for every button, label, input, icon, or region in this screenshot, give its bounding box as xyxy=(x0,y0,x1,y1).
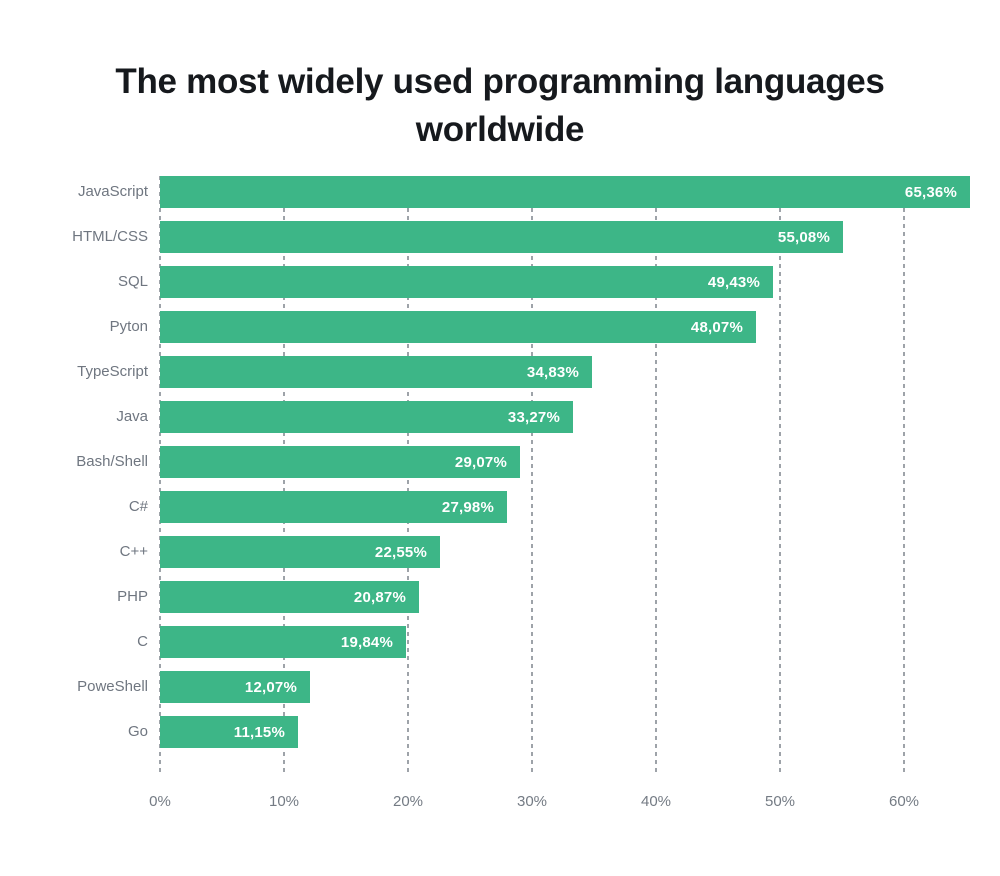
category-label: C xyxy=(137,633,148,650)
chart-title: The most widely used programming languag… xyxy=(115,62,885,149)
category-label: Go xyxy=(127,723,148,740)
category-label: TypeScript xyxy=(77,363,148,380)
bar-value-label: 19,84% xyxy=(340,633,393,651)
x-axis-tick-label: 50% xyxy=(764,793,796,810)
category-label: Java xyxy=(116,408,148,425)
category-label: C++ xyxy=(119,543,148,560)
category-label: Bash/Shell xyxy=(76,453,148,470)
category-label: JavaScript xyxy=(77,183,148,200)
category-label: PHP xyxy=(117,588,148,605)
bar-row: SQL 49,43% xyxy=(0,266,1000,298)
x-gridline xyxy=(655,176,657,775)
bar: 65,36% xyxy=(160,176,970,208)
x-gridline xyxy=(779,176,781,775)
x-axis-tick-label: 60% xyxy=(888,793,920,810)
x-axis-tick-label: 40% xyxy=(640,793,672,810)
x-axis-tick-label: 20% xyxy=(392,793,424,810)
bar: 12,07% xyxy=(160,671,310,703)
bar-row: JavaScript 65,36% xyxy=(0,176,1000,208)
bar: 29,07% xyxy=(160,446,520,478)
category-label: C# xyxy=(128,498,148,515)
bar-value-label: 49,43% xyxy=(707,273,760,291)
bar-value-label: 55,08% xyxy=(777,228,830,246)
bar: 11,15% xyxy=(160,716,298,748)
x-axis-tick-label: 30% xyxy=(516,793,548,810)
bar-row: Pyton 48,07% xyxy=(0,311,1000,343)
bar: 27,98% xyxy=(160,491,507,523)
bar: 19,84% xyxy=(160,626,406,658)
bar-row: PoweShell 12,07% xyxy=(0,671,1000,703)
bar: 22,55% xyxy=(160,536,440,568)
bar-value-label: 22,55% xyxy=(374,543,427,561)
bar-value-label: 65,36% xyxy=(904,183,957,201)
category-label: Pyton xyxy=(109,318,148,335)
bar: 20,87% xyxy=(160,581,419,613)
bar-row: C++ 22,55% xyxy=(0,536,1000,568)
x-gridline xyxy=(903,176,905,775)
x-axis-tick-label: 0% xyxy=(149,793,171,810)
x-gridline xyxy=(531,176,533,775)
bar: 33,27% xyxy=(160,401,573,433)
bar-row: Go 11,15% xyxy=(0,716,1000,748)
bar-value-label: 29,07% xyxy=(454,453,507,471)
bar-row: Java 33,27% xyxy=(0,401,1000,433)
bar-value-label: 11,15% xyxy=(233,723,285,741)
x-axis-tick-label: 10% xyxy=(268,793,300,810)
bar-value-label: 33,27% xyxy=(507,408,560,426)
bar-row: C# 27,98% xyxy=(0,491,1000,523)
bar: 49,43% xyxy=(160,266,773,298)
bar-value-label: 20,87% xyxy=(353,588,406,606)
bar-row: HTML/CSS 55,08% xyxy=(0,221,1000,253)
bar-row: C 19,84% xyxy=(0,626,1000,658)
bar-row: TypeScript 34,83% xyxy=(0,356,1000,388)
category-label: SQL xyxy=(117,273,148,290)
bar-value-label: 27,98% xyxy=(441,498,494,516)
category-label: PoweShell xyxy=(77,678,148,695)
bar-value-label: 48,07% xyxy=(690,318,743,336)
bar: 34,83% xyxy=(160,356,592,388)
bar-value-label: 34,83% xyxy=(526,363,579,381)
bar-value-label: 12,07% xyxy=(244,678,297,696)
bar-row: Bash/Shell 29,07% xyxy=(0,446,1000,478)
bar-row: PHP 20,87% xyxy=(0,581,1000,613)
bar: 55,08% xyxy=(160,221,843,253)
bar: 48,07% xyxy=(160,311,756,343)
category-label: HTML/CSS xyxy=(72,228,148,245)
